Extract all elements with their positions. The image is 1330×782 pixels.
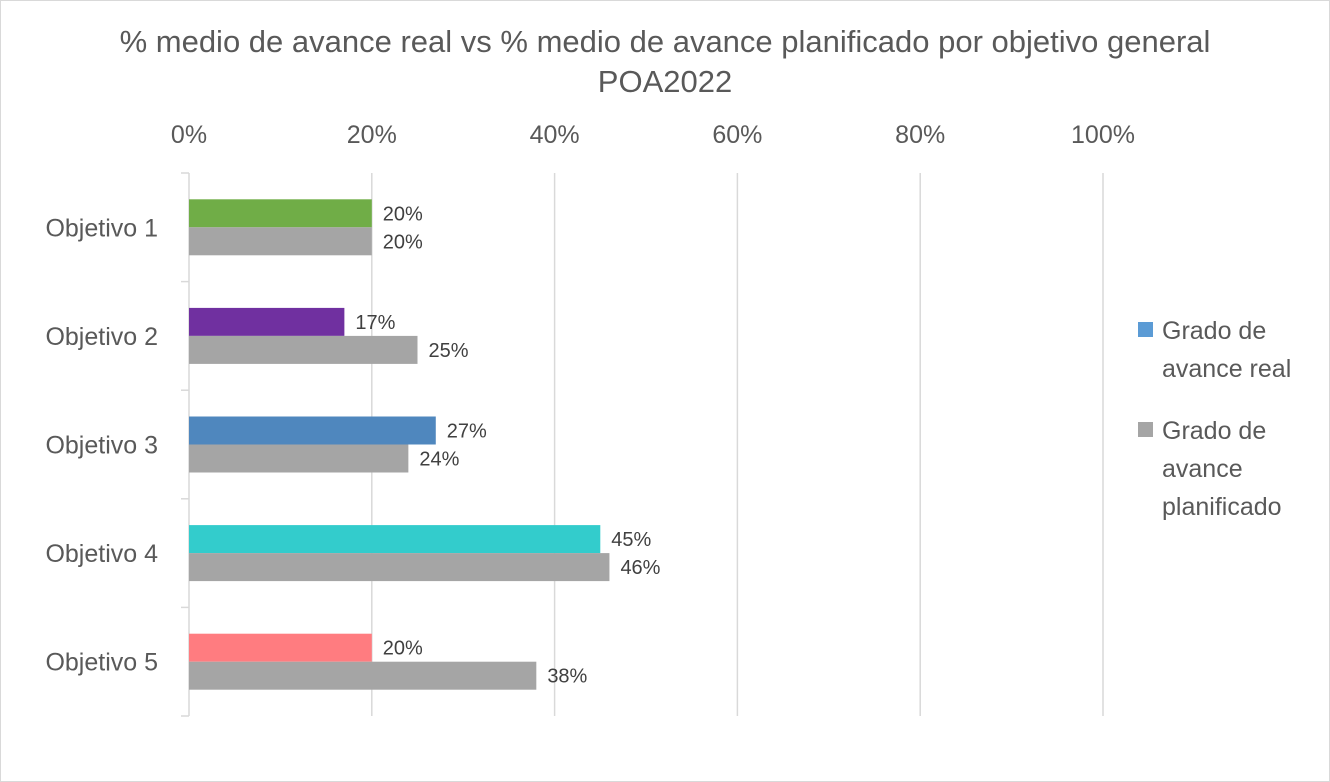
data-label-real: 20% [383,638,423,660]
legend: Grado de avance real Grado de avance pla… [1138,312,1328,550]
x-tick-label: 0% [171,121,207,149]
data-label-real: 20% [383,203,423,225]
bar-real [189,199,372,227]
data-label-real: 27% [447,421,487,443]
category-label: Objetivo 4 [45,540,158,568]
category-label: Objetivo 3 [45,432,158,460]
legend-swatch-real [1138,322,1153,337]
bar-planificado [189,445,408,473]
category-label: Objetivo 1 [45,214,158,242]
bar-planificado [189,662,536,690]
data-label-planificado: 25% [429,340,469,362]
bar-planificado [189,227,372,255]
bar-real [189,308,344,336]
bar-real [189,634,372,662]
data-label-real: 45% [611,529,651,551]
x-tick-label: 40% [530,121,580,149]
data-label-real: 17% [355,312,395,334]
legend-swatch-planificado [1138,422,1153,437]
legend-label-real: Grado de avance real [1162,317,1291,383]
bar-real [189,417,436,445]
legend-item-real: Grado de avance real [1138,312,1328,388]
x-tick-label: 60% [712,121,762,149]
data-label-planificado: 24% [419,449,459,471]
x-tick-label: 100% [1071,121,1135,149]
data-label-planificado: 20% [383,231,423,253]
bar-planificado [189,553,609,581]
x-tick-label: 20% [347,121,397,149]
x-tick-label: 80% [895,121,945,149]
category-label: Objetivo 2 [45,323,158,351]
bar-real [189,525,600,553]
legend-label-planificado: Grado de avance planificado [1162,417,1282,521]
bar-planificado [189,336,418,364]
data-label-planificado: 46% [620,557,660,579]
data-label-planificado: 38% [547,666,587,688]
legend-item-planificado: Grado de avance planificado [1138,412,1328,526]
category-label: Objetivo 5 [45,649,158,677]
